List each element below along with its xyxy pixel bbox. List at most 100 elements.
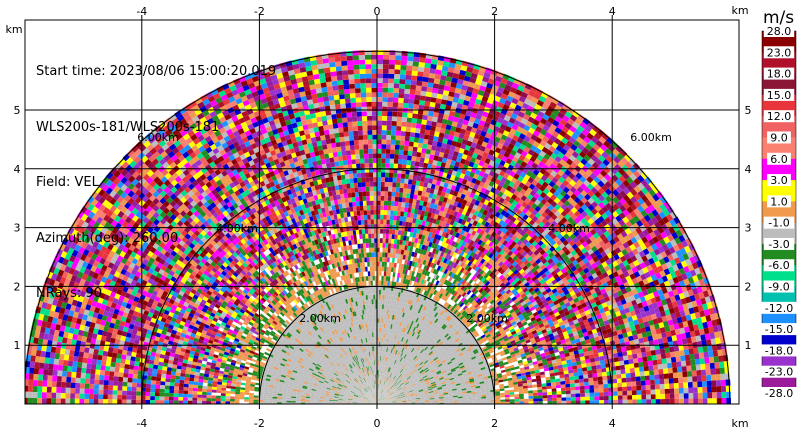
velocity-cell <box>513 389 519 392</box>
velocity-cell <box>678 267 686 275</box>
velocity-cell <box>687 381 693 388</box>
velocity-cell <box>482 372 488 376</box>
velocity-cell <box>427 388 433 391</box>
velocity-cell <box>392 402 397 403</box>
velocity-cell <box>408 389 414 392</box>
velocity-cell <box>706 301 713 309</box>
velocity-cell <box>484 380 489 384</box>
velocity-cell <box>434 397 440 399</box>
velocity-cell <box>591 345 598 351</box>
velocity-cell <box>704 357 710 364</box>
velocity-cell <box>659 383 665 390</box>
velocity-cell <box>618 319 625 326</box>
velocity-cell <box>419 394 425 397</box>
velocity-cell <box>382 401 388 403</box>
velocity-cell <box>433 375 439 379</box>
velocity-cell <box>481 392 486 395</box>
velocity-cell <box>461 368 466 372</box>
velocity-cell <box>700 297 707 305</box>
velocity-cell <box>405 394 410 397</box>
velocity-cell <box>547 397 553 401</box>
velocity-cell <box>406 402 412 403</box>
velocity-cell <box>382 402 388 404</box>
velocity-cell <box>430 381 436 385</box>
velocity-cell <box>387 402 393 404</box>
velocity-cell <box>565 390 571 395</box>
velocity-cell <box>652 318 659 325</box>
velocity-cell <box>513 347 519 352</box>
velocity-cell <box>467 397 473 400</box>
velocity-cell <box>410 395 415 397</box>
velocity-cell <box>603 400 609 404</box>
velocity-cell <box>519 396 524 399</box>
velocity-cell <box>687 342 694 350</box>
velocity-cell <box>713 356 719 363</box>
velocity-cell <box>714 331 720 339</box>
velocity-cell <box>628 305 635 312</box>
velocity-cell <box>645 346 651 352</box>
velocity-cell <box>575 326 582 332</box>
velocity-cell <box>392 400 397 402</box>
velocity-cell <box>391 398 397 400</box>
velocity-cell <box>550 353 556 358</box>
velocity-cell <box>620 298 627 305</box>
velocity-cell <box>430 379 435 383</box>
velocity-cell <box>551 328 557 334</box>
velocity-cell <box>410 395 416 398</box>
velocity-cell <box>674 269 682 277</box>
velocity-cell <box>686 365 692 372</box>
velocity-cell <box>702 290 710 298</box>
velocity-cell <box>404 391 409 394</box>
velocity-cell <box>541 358 547 363</box>
velocity-cell <box>570 339 577 345</box>
velocity-cell <box>413 389 419 392</box>
velocity-cell <box>437 386 442 389</box>
velocity-cell <box>681 315 688 323</box>
velocity-cell <box>440 381 446 385</box>
velocity-cell <box>711 319 718 327</box>
velocity-cell <box>606 314 613 320</box>
velocity-cell <box>451 370 457 374</box>
velocity-cell <box>406 401 411 402</box>
velocity-cell <box>556 329 563 335</box>
velocity-cell <box>433 390 438 392</box>
velocity-cell <box>387 401 393 403</box>
velocity-cell <box>642 289 649 297</box>
velocity-cell <box>477 373 483 377</box>
velocity-cell <box>558 332 564 338</box>
velocity-cell <box>480 390 486 394</box>
velocity-cell <box>455 383 461 386</box>
velocity-cell <box>550 339 556 344</box>
velocity-cell <box>672 276 679 284</box>
velocity-cell <box>714 362 720 369</box>
velocity-cell <box>437 373 443 377</box>
velocity-cell <box>614 296 621 303</box>
velocity-cell <box>438 374 443 378</box>
velocity-cell <box>667 302 674 310</box>
velocity-cell <box>577 367 583 373</box>
velocity-cell <box>395 393 400 396</box>
velocity-cell <box>488 349 495 354</box>
velocity-cell <box>382 401 388 403</box>
velocity-cell <box>592 349 599 354</box>
velocity-cell <box>569 379 575 384</box>
velocity-cell <box>561 397 567 401</box>
velocity-cell <box>693 293 701 301</box>
velocity-cell <box>721 391 727 398</box>
velocity-cell <box>597 348 603 353</box>
velocity-cell <box>643 365 649 372</box>
velocity-cell <box>632 334 639 340</box>
velocity-cell <box>653 279 660 286</box>
velocity-cell <box>387 400 392 402</box>
velocity-cell <box>578 378 584 383</box>
velocity-cell <box>444 377 450 381</box>
velocity-cell <box>420 399 426 401</box>
velocity-cell <box>481 394 487 397</box>
velocity-cell <box>448 394 453 397</box>
velocity-cell <box>626 386 632 391</box>
velocity-cell <box>639 366 645 372</box>
velocity-cell <box>497 345 503 350</box>
velocity-cell <box>655 394 661 400</box>
velocity-cell <box>589 357 596 363</box>
